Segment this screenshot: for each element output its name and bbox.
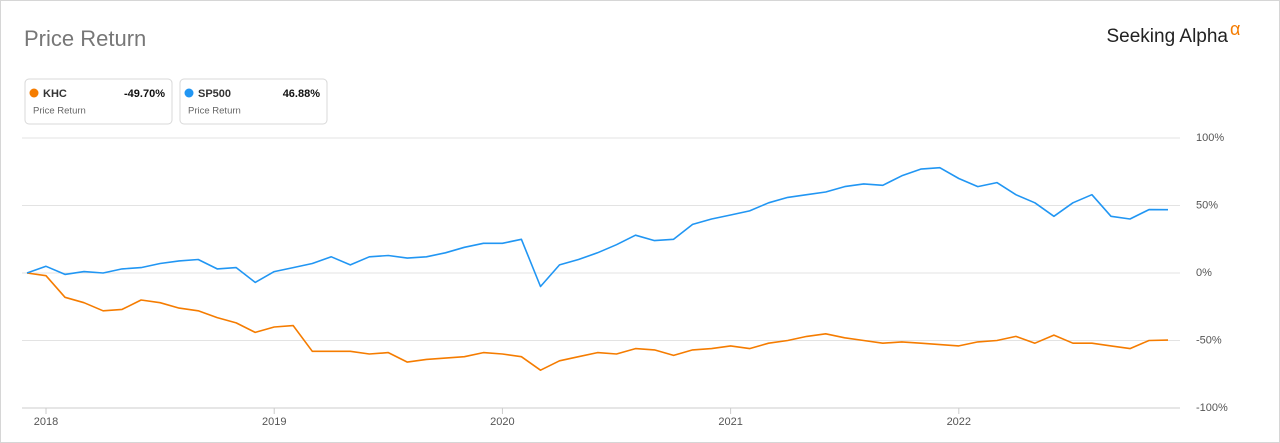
y-tick-label: 100% bbox=[1196, 132, 1224, 144]
x-tick-label: 2018 bbox=[34, 416, 58, 428]
legend-box bbox=[179, 78, 328, 125]
legend-metric: Price Return bbox=[33, 106, 86, 117]
chart-title: Price Return bbox=[24, 26, 146, 51]
legend-metric: Price Return bbox=[188, 106, 241, 117]
y-tick-label: 0% bbox=[1196, 267, 1212, 279]
brand: Seeking Alpha bbox=[1107, 26, 1229, 47]
x-tick-label: 2020 bbox=[490, 416, 514, 428]
legend-box bbox=[24, 78, 173, 125]
legend-value: 46.88% bbox=[283, 88, 321, 100]
series-line bbox=[26, 272, 1169, 371]
y-tick-label: -100% bbox=[1196, 402, 1228, 414]
x-tick-label: 2021 bbox=[718, 416, 742, 428]
legend-dot bbox=[29, 88, 39, 98]
x-tick-label: 2019 bbox=[262, 416, 286, 428]
x-tick-label: 2022 bbox=[947, 416, 971, 428]
y-tick-label: -50% bbox=[1196, 334, 1222, 346]
y-tick-label: 50% bbox=[1196, 199, 1218, 211]
legend-name: SP500 bbox=[198, 88, 231, 100]
series-line bbox=[26, 166, 1169, 288]
brand-mark: α bbox=[1230, 19, 1240, 39]
legend-name: KHC bbox=[43, 88, 67, 100]
legend-value: -49.70% bbox=[124, 88, 165, 100]
legend-dot bbox=[184, 88, 194, 98]
